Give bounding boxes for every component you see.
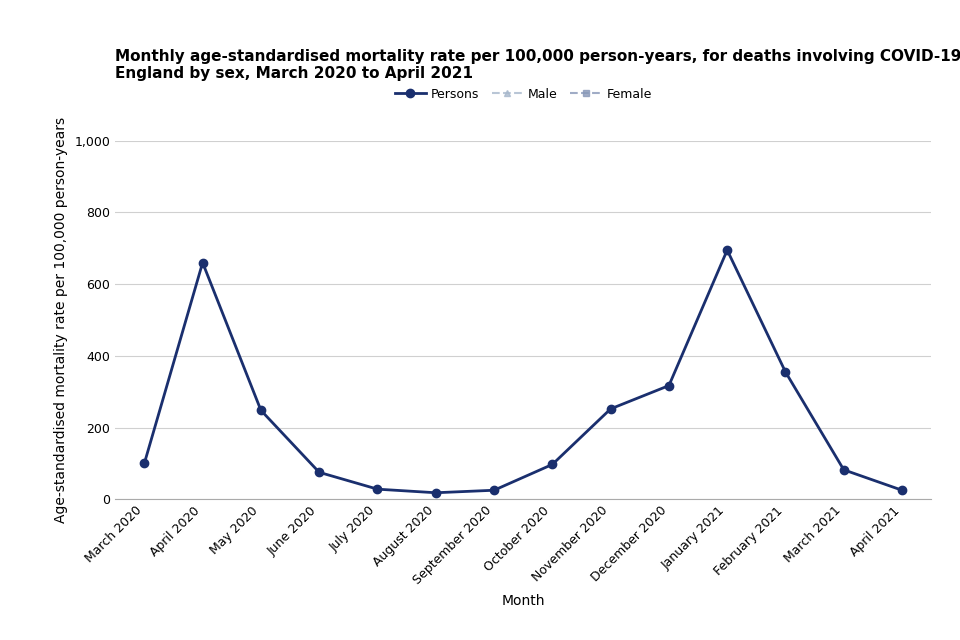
- X-axis label: Month: Month: [501, 595, 545, 609]
- Persons: [605, 405, 616, 413]
- Persons: [313, 468, 324, 476]
- Persons: [138, 460, 150, 467]
- Persons: [838, 466, 850, 474]
- Persons: [372, 485, 383, 493]
- Legend: Persons, Male, Female: Persons, Male, Female: [390, 83, 657, 106]
- Persons: [663, 381, 675, 389]
- Persons: [546, 461, 558, 468]
- Persons: [489, 486, 500, 494]
- Y-axis label: Age-standardised mortality rate per 100,000 person-years: Age-standardised mortality rate per 100,…: [54, 117, 67, 523]
- Persons: [197, 259, 208, 266]
- Persons: [722, 246, 733, 254]
- Line: Persons: Persons: [140, 246, 906, 497]
- Text: Monthly age-standardised mortality rate per 100,000 person-years, for deaths inv: Monthly age-standardised mortality rate …: [115, 49, 960, 81]
- Persons: [255, 406, 267, 414]
- Persons: [430, 489, 442, 497]
- Persons: [897, 486, 908, 494]
- Persons: [780, 368, 791, 376]
